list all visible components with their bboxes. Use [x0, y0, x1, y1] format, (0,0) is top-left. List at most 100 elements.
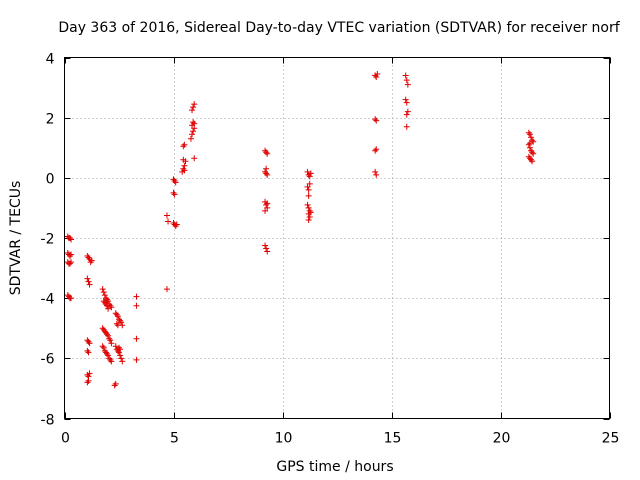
data-point-plus: [112, 380, 119, 387]
data-point-plus: [307, 209, 314, 216]
data-point-plus: [68, 259, 75, 266]
data-point-plus: [305, 186, 312, 193]
data-point-plus: [173, 221, 180, 228]
data-point-plus: [108, 340, 115, 347]
data-point-plus: [118, 319, 125, 326]
data-point-plus: [263, 245, 270, 252]
data-point-plus: [101, 292, 108, 299]
data-point-plus: [304, 168, 311, 175]
data-point-plus: [263, 165, 270, 172]
x-tick-label: 10: [275, 431, 293, 447]
data-point-plus: [165, 218, 172, 225]
data-point-plus: [105, 305, 112, 312]
data-point-plus: [373, 74, 380, 81]
data-point-plus: [133, 302, 140, 309]
data-point-plus: [530, 138, 537, 145]
data-point-plus: [68, 295, 75, 302]
data-point-plus: [181, 167, 188, 174]
data-point-plus: [262, 207, 269, 214]
data-point-plus: [86, 370, 93, 377]
data-point-plus: [304, 201, 311, 208]
data-point-plus: [264, 248, 271, 255]
data-point-plus: [85, 377, 92, 384]
data-point-plus: [114, 322, 121, 329]
y-tick-label: -6: [41, 352, 55, 368]
data-point-plus: [105, 352, 112, 359]
data-point-plus: [100, 344, 107, 351]
data-point-plus: [119, 358, 126, 365]
data-point-plus: [108, 304, 115, 311]
data-point-plus: [306, 180, 313, 187]
data-point-plus: [99, 286, 106, 293]
data-point-plus: [118, 355, 125, 362]
data-point-plus: [305, 216, 312, 223]
data-point-plus: [163, 286, 170, 293]
data-point-plus: [306, 213, 313, 220]
data-point-plus: [163, 212, 170, 219]
data-point-plus: [529, 158, 536, 165]
data-point-plus: [86, 340, 93, 347]
data-point-plus: [305, 204, 312, 211]
data-point-plus: [373, 171, 380, 178]
data-points: [64, 71, 537, 389]
data-point-plus: [133, 356, 140, 363]
data-point-plus: [114, 313, 121, 320]
data-point-plus: [108, 358, 115, 365]
data-point-plus: [403, 123, 410, 130]
data-point-plus: [68, 251, 75, 258]
data-point-plus: [526, 131, 533, 138]
data-point-plus: [191, 120, 198, 127]
data-point-plus: [264, 150, 271, 157]
data-point-plus: [189, 107, 196, 114]
data-point-plus: [86, 281, 93, 288]
y-tick-label: -8: [41, 413, 55, 429]
data-point-plus: [180, 156, 187, 163]
data-point-plus: [171, 191, 178, 198]
data-point-plus: [187, 135, 194, 142]
data-point-plus: [105, 332, 112, 339]
data-point-plus: [262, 242, 269, 249]
y-tick-label: 4: [46, 52, 55, 68]
data-point-plus: [306, 173, 313, 180]
data-point-plus: [100, 289, 107, 296]
y-tick-label: -4: [41, 292, 55, 308]
x-tick-label: 0: [61, 431, 70, 447]
y-tick-label: 0: [46, 172, 55, 188]
data-point-plus: [107, 337, 114, 344]
grid-lines: [64, 57, 610, 419]
data-point-plus: [404, 81, 411, 88]
data-point-plus: [304, 183, 311, 190]
x-tick-label: 15: [384, 431, 402, 447]
chart-title: Day 363 of 2016, Sidereal Day-to-day VTE…: [58, 20, 620, 36]
data-point-plus: [117, 352, 124, 359]
data-point-plus: [404, 108, 411, 115]
data-point-plus: [68, 236, 75, 243]
y-axis-label: SDTVAR / TECUs: [8, 181, 24, 296]
data-point-plus: [530, 150, 537, 157]
data-point-plus: [373, 146, 380, 153]
data-point-plus: [133, 293, 140, 300]
data-point-plus: [528, 134, 535, 141]
data-point-plus: [133, 335, 140, 342]
data-point-plus: [85, 278, 92, 285]
data-point-plus: [374, 71, 381, 78]
data-point-plus: [88, 257, 95, 264]
data-point-plus: [372, 168, 379, 175]
data-point-plus: [305, 192, 312, 199]
data-point-plus: [402, 96, 409, 103]
data-point-plus: [403, 99, 410, 106]
data-point-plus: [190, 104, 197, 111]
data-point-plus: [85, 349, 92, 356]
y-tick-label: -2: [41, 232, 55, 248]
data-point-plus: [189, 131, 196, 138]
data-point-plus: [403, 77, 410, 84]
data-point-plus: [402, 72, 409, 79]
data-point-plus: [526, 140, 533, 147]
data-point-plus: [181, 141, 188, 148]
x-tick-label: 25: [602, 431, 620, 447]
x-tick-label: 20: [493, 431, 511, 447]
x-tick-label: 5: [170, 431, 179, 447]
data-point-plus: [264, 171, 271, 178]
